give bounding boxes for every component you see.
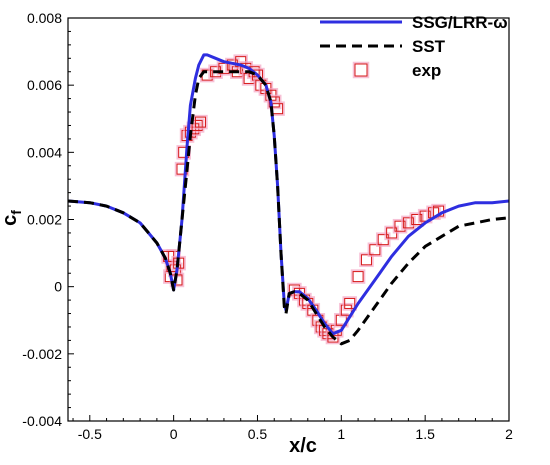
exp-marker [360,254,372,266]
exp-marker-halo [350,269,366,284]
x-tick-label: 2 [505,426,513,442]
ticks-layer: -0.5 0 0.5 1 1.5 2 -0.004 -0.002 0 0.002 0.004 0.00… [22,10,513,442]
legend-exp-marker [354,63,368,77]
exp-marker [344,297,356,309]
exp-marker-halo [193,114,208,130]
exp-marker [419,210,431,222]
exp-marker [191,119,203,131]
exp-marker-halo [250,67,265,83]
y-tick-label: 0 [54,279,62,295]
x-tick-label: 0.5 [248,426,268,442]
exp-marker [402,217,414,229]
exp-marker-halo [359,252,374,268]
exp-marker-halo [392,218,408,234]
exp-marker [411,214,423,225]
y-axis-title-sub: f [8,210,24,215]
legend-item-exp: exp [352,61,441,80]
legend: SSG/LRR-ω SST exp [320,13,508,80]
exp-marker [352,271,364,283]
y-tick-label: -0.004 [22,413,62,429]
y-tick-label: 0.006 [27,77,62,93]
y-tick-label: 0.002 [27,212,62,228]
legend-item-sst: SST [320,37,446,56]
sst-line [67,70,510,346]
exp-marker [194,116,206,128]
x-tick-label: 1 [337,426,345,442]
legend-exp-label: exp [412,61,441,80]
svg-text:cf: cf [0,210,24,226]
exp-marker [369,244,381,256]
exp-marker [394,220,406,232]
exp-marker-halo [401,215,416,231]
y-tick-label: -0.002 [22,346,62,362]
legend-exp-marker-halo [352,61,370,79]
y-axis-title-main: c [0,215,21,226]
exp-marker-halo [367,242,383,257]
series-layer [67,53,510,346]
y-axis-title: cf [0,210,24,226]
y-tick-label: 0.008 [27,10,62,26]
x-axis-title: x/c [289,435,317,457]
legend-sst-label: SST [412,37,446,56]
x-tick-label: -0.5 [78,426,102,442]
exp-marker-halo [189,118,205,133]
exp-marker-halo [342,296,357,311]
x-tick-label: 1.5 [415,426,435,442]
y-tick-label: 0.004 [27,144,62,160]
legend-ssg-label: SSG/LRR-ω [412,13,508,32]
exp-marker [218,62,230,74]
legend-item-ssg: SSG/LRR-ω [320,13,508,32]
exp-marker-halo [409,212,425,227]
exp-markers [161,54,446,345]
x-tick-label: 0 [170,426,178,442]
